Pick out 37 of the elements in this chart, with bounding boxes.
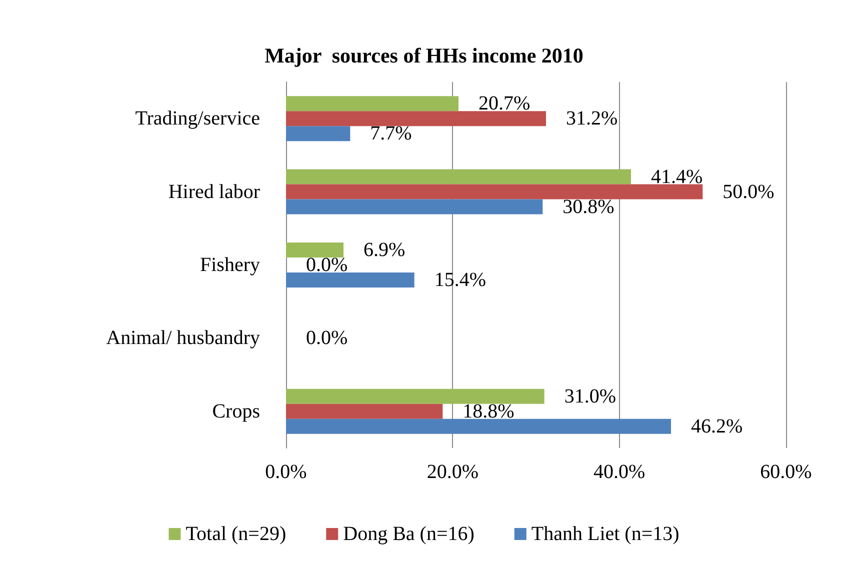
y-tick-label: Trading/service [135,108,260,130]
legend-label: Dong Ba (n=16) [343,523,474,545]
x-tick-label: 40.0% [593,461,646,483]
legend-label: Total (n=29) [186,523,286,545]
data-label: 30.8% [562,196,614,218]
data-label: 20.7% [478,92,530,115]
bar [286,169,631,184]
bar [286,272,414,288]
x-tick-label: 60.0% [760,461,812,483]
x-tick-label: 0.0% [265,461,307,483]
bar [286,184,703,200]
data-label: 50.0% [722,180,774,203]
y-tick-label: Crops [212,400,260,422]
data-label: 15.4% [434,269,486,291]
bar [286,199,543,214]
bar [286,404,443,419]
data-label: 0.0% [306,327,348,350]
data-label: 0.0% [306,254,348,276]
y-tick-label: Animal/ husbandry [106,327,260,350]
data-label: 7.7% [370,122,412,145]
data-label: 41.4% [651,166,703,188]
y-tick-label: Fishery [200,254,260,276]
bar [286,418,671,434]
y-tick-label: Hired labor [168,180,260,203]
legend-label: Thanh Liet (n=13) [531,523,680,545]
bar [286,126,350,142]
data-label: 46.2% [691,415,743,438]
bar [286,242,344,258]
bar [286,388,544,404]
bar [286,111,546,126]
data-label: 18.8% [462,400,514,422]
bar [286,96,458,112]
x-tick-label: 20.0% [426,461,479,483]
chart-title: Major sources of HHs income 2010 [264,44,584,68]
data-label: 6.9% [364,239,406,261]
data-label: 31.2% [566,108,618,130]
data-label: 31.0% [564,385,616,408]
